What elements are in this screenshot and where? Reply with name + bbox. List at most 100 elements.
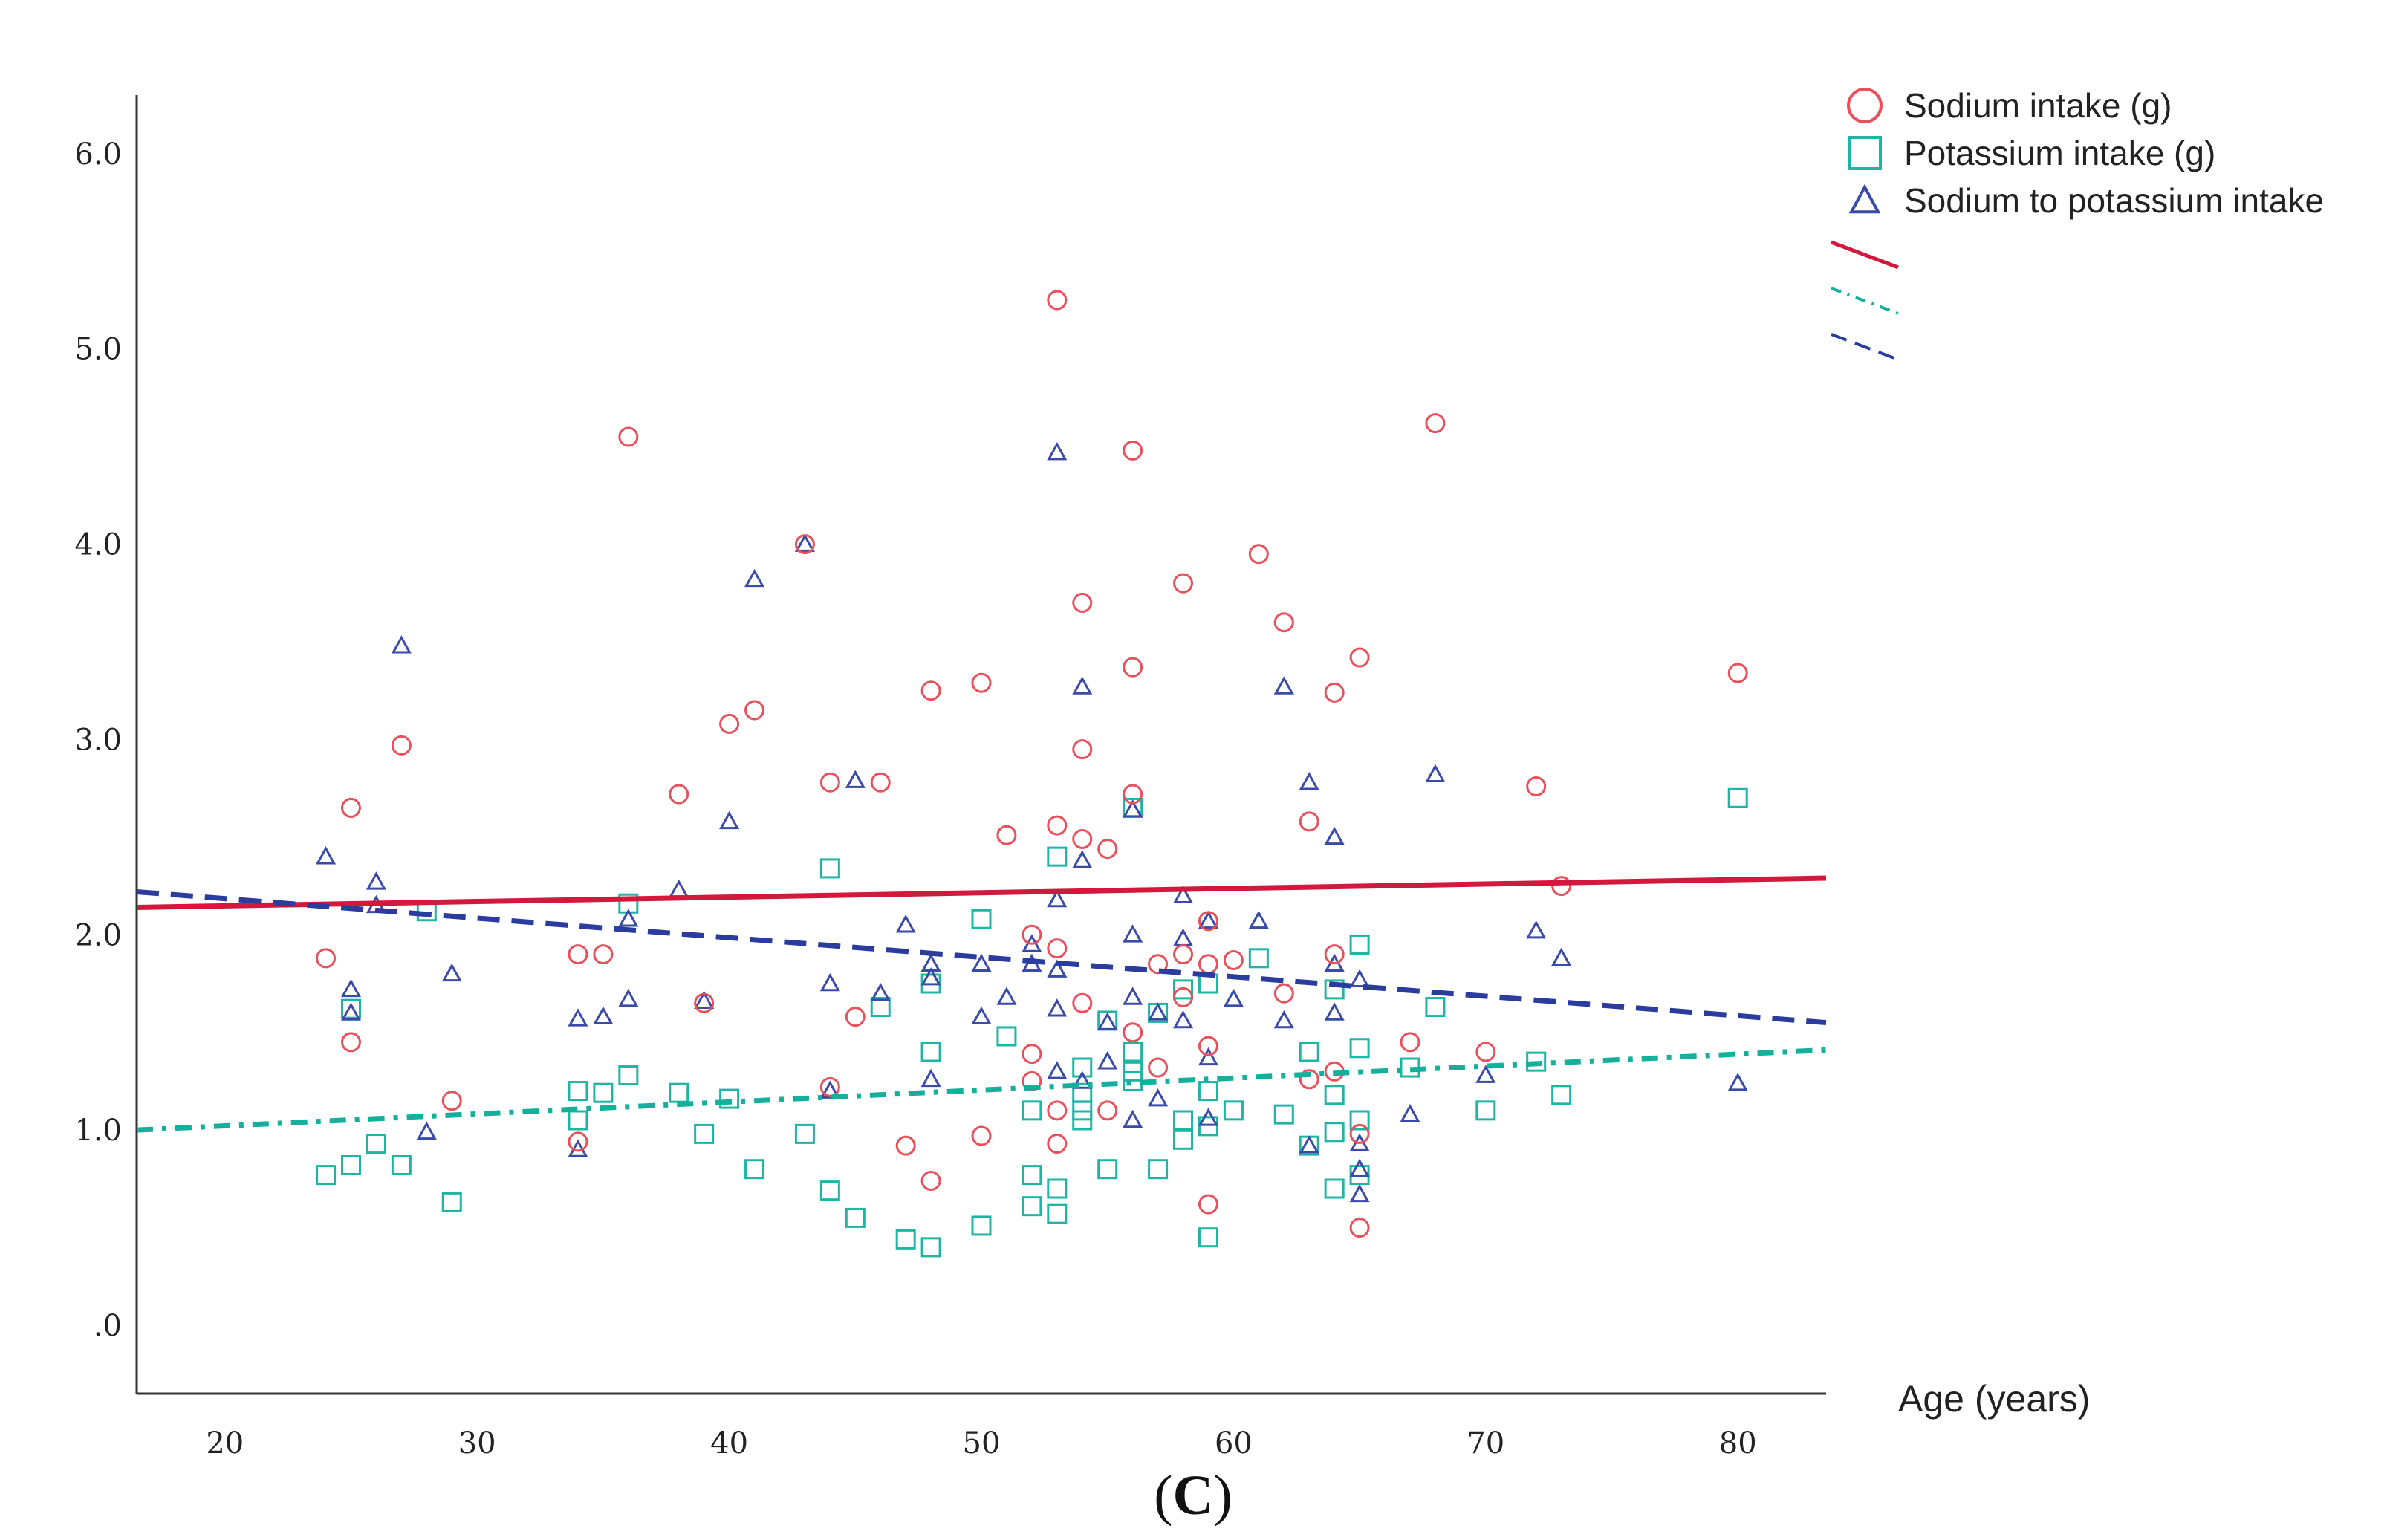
potassium-point <box>794 1123 815 1144</box>
potassium-point <box>1097 1159 1118 1180</box>
sodium-point <box>1072 739 1093 760</box>
ratio-point <box>1349 1158 1370 1177</box>
ratio-point <box>618 909 639 927</box>
sodium-point <box>1123 440 1143 461</box>
sodium-point <box>1299 811 1319 832</box>
sodium-point <box>1299 1069 1319 1090</box>
sodium-point <box>340 797 361 818</box>
potassium-point <box>340 998 361 1019</box>
ratio-point <box>1123 924 1143 943</box>
potassium-point <box>1324 1178 1345 1199</box>
x-tick-label: 50 <box>963 1426 1001 1461</box>
ratio-point <box>1299 772 1319 790</box>
y-tick-label: 3.0 <box>74 723 122 757</box>
sodium-point <box>1123 784 1143 805</box>
potassium-point <box>366 1134 386 1154</box>
sodium-point <box>391 735 412 756</box>
ratio-point <box>1349 1183 1370 1203</box>
sodium-point <box>1349 647 1370 668</box>
potassium-point <box>920 1237 941 1258</box>
sodium-point <box>1097 839 1118 860</box>
sodium-point <box>1173 573 1194 594</box>
ratio-point <box>1273 676 1294 695</box>
potassium-point <box>1022 1196 1042 1217</box>
sodium-point <box>1072 992 1093 1013</box>
sodium-point <box>1072 828 1093 849</box>
ratio-point <box>568 1008 588 1027</box>
ratio-point <box>593 1006 614 1024</box>
potassium-point <box>819 858 840 879</box>
potassium-point <box>568 1110 588 1131</box>
x-tick-label: 70 <box>1467 1426 1504 1461</box>
ratio-point <box>744 568 765 588</box>
axes <box>135 95 1826 1395</box>
sodium-point <box>920 1170 941 1191</box>
potassium-point <box>1047 846 1068 867</box>
ratio-point <box>1400 1104 1420 1122</box>
sodium-point <box>1047 938 1068 959</box>
potassium-point <box>1324 1122 1345 1143</box>
potassium-point <box>1324 979 1345 1000</box>
ratio-point <box>340 978 362 998</box>
potassium-point <box>1072 1057 1093 1078</box>
legend-sodium-fit-line <box>1831 240 1899 270</box>
ratio-point <box>1123 799 1143 818</box>
potassium-point <box>1173 979 1194 1000</box>
potassium-point <box>694 1123 715 1144</box>
sodium-point <box>568 944 588 965</box>
y-tick-label: .0 <box>94 1309 122 1343</box>
ratio-point <box>1148 1088 1169 1107</box>
sodium-point <box>1148 954 1169 975</box>
ratio-point <box>1047 888 1068 908</box>
potassium-point <box>1047 1178 1068 1199</box>
panel-label: (C) <box>1154 1464 1233 1527</box>
sodium-point <box>441 1091 462 1111</box>
legend-triangle-marker <box>1848 183 1881 214</box>
sodium-point <box>593 944 614 965</box>
sodium-point <box>1248 544 1269 565</box>
ratio-point <box>1223 988 1244 1007</box>
legend-ratio: Sodium to potassium intake <box>1848 181 2324 220</box>
sodium-point <box>316 948 337 969</box>
potassium-point <box>971 909 992 929</box>
potassium-point <box>719 1088 740 1109</box>
potassium-point <box>845 1207 866 1228</box>
potassium-point <box>870 997 891 1018</box>
sodium-point <box>1223 949 1244 970</box>
sodium-point <box>1072 592 1093 613</box>
sodium-point <box>744 700 765 721</box>
x-tick-label: 80 <box>1719 1426 1757 1461</box>
potassium-point <box>1022 1165 1042 1186</box>
legend-square-marker <box>1848 136 1882 170</box>
y-tick-labels: .0 1.0 2.0 3.0 4.0 5.0 6.0 <box>74 137 122 1343</box>
ratio-point <box>819 972 840 992</box>
sodium-point <box>568 1131 588 1152</box>
x-tick-label: 30 <box>458 1426 496 1461</box>
ratio-point <box>1047 998 1068 1017</box>
ratio-point <box>1273 1010 1294 1029</box>
ratio-point <box>845 770 866 788</box>
sodium-point <box>1148 1057 1169 1078</box>
potassium-point <box>618 1065 639 1086</box>
potassium-point <box>1173 1129 1194 1150</box>
ratio-point <box>1072 676 1093 695</box>
sodium-point <box>1475 1042 1496 1062</box>
potassium-point <box>1148 1159 1169 1180</box>
sodium-point <box>618 426 639 447</box>
sodium-point <box>920 680 941 701</box>
ratio-point <box>1097 1012 1118 1030</box>
ratio-point <box>669 879 689 898</box>
sodium-point <box>1349 1218 1370 1238</box>
potassium-point <box>1248 948 1269 969</box>
ratio-point <box>1248 910 1269 929</box>
potassium-point <box>340 1154 361 1175</box>
potassium-point <box>744 1159 765 1180</box>
ratio-point <box>1475 1065 1496 1083</box>
sodium-point <box>694 992 715 1013</box>
x-axis-title: Age (years) <box>1898 1378 2090 1420</box>
ratio-point <box>1324 1002 1345 1021</box>
sodium-point <box>1047 290 1068 311</box>
legend-label: Sodium intake (g) <box>1904 86 2172 125</box>
sodium-point <box>1324 682 1345 703</box>
ratio-point <box>441 963 462 982</box>
